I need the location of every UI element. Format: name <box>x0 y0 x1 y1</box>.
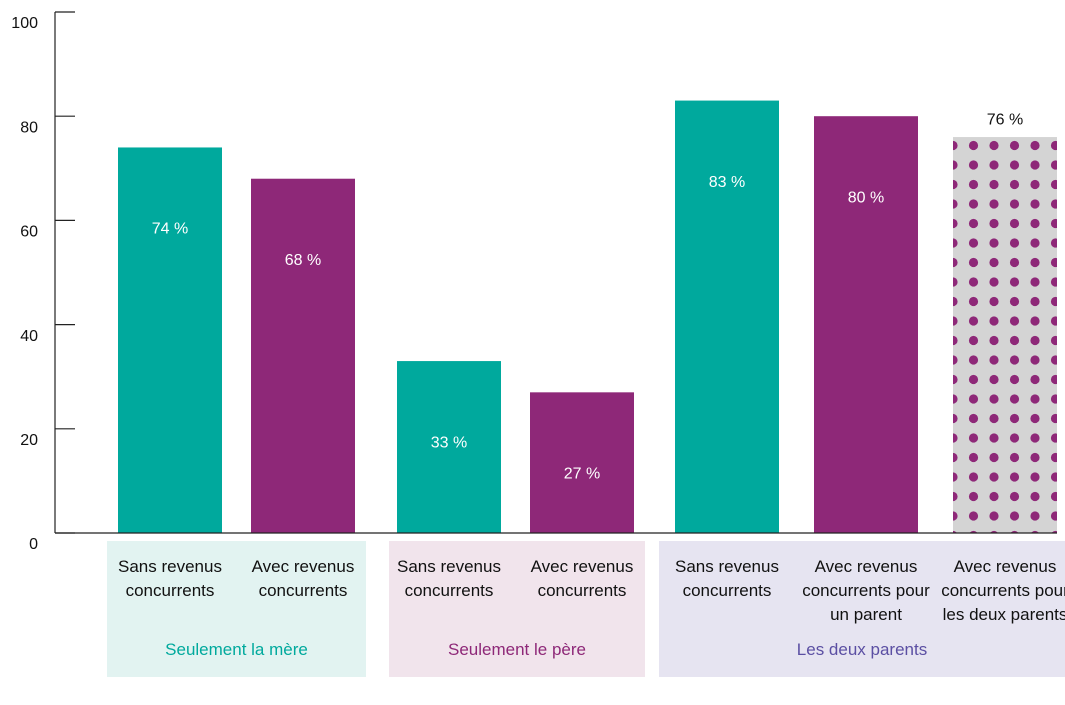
bar <box>530 392 634 533</box>
value-label: 33 % <box>431 434 467 451</box>
value-label: 27 % <box>564 466 600 483</box>
category-label: Avec revenus concurrents <box>530 557 634 600</box>
value-label: 74 % <box>152 221 188 238</box>
bar <box>675 100 779 533</box>
category-label: Avec revenus concurrents pour les deux p… <box>941 557 1065 624</box>
bar <box>397 361 501 533</box>
group-label: Les deux parents <box>796 640 928 659</box>
group-background <box>659 541 1065 677</box>
y-tick-label: 40 <box>20 328 38 345</box>
category-label: Avec revenus concurrents pour un parent <box>802 557 930 624</box>
bar <box>251 178 355 533</box>
value-label: 68 % <box>285 252 321 269</box>
value-label: 76 % <box>987 111 1023 128</box>
value-label: 83 % <box>709 174 745 191</box>
bar <box>814 116 918 533</box>
y-tick-label: 100 <box>11 15 38 32</box>
y-tick-label: 60 <box>20 224 38 241</box>
group-background <box>389 541 645 677</box>
category-label: Sans revenus concurrents <box>118 557 222 600</box>
y-tick-label: 80 <box>20 119 38 136</box>
category-label: Sans revenus concurrents <box>397 557 501 600</box>
y-tick-label: 0 <box>29 536 38 553</box>
y-tick-label: 20 <box>20 432 38 449</box>
category-label: Avec revenus concurrents <box>251 557 355 600</box>
bar <box>953 137 1057 534</box>
value-label: 80 % <box>848 189 884 206</box>
group-label: Seulement le père <box>448 640 586 659</box>
bar <box>118 147 222 533</box>
group-label: Seulement la mère <box>165 640 308 659</box>
group-background <box>107 541 366 677</box>
category-label: Sans revenus concurrents <box>675 557 779 600</box>
